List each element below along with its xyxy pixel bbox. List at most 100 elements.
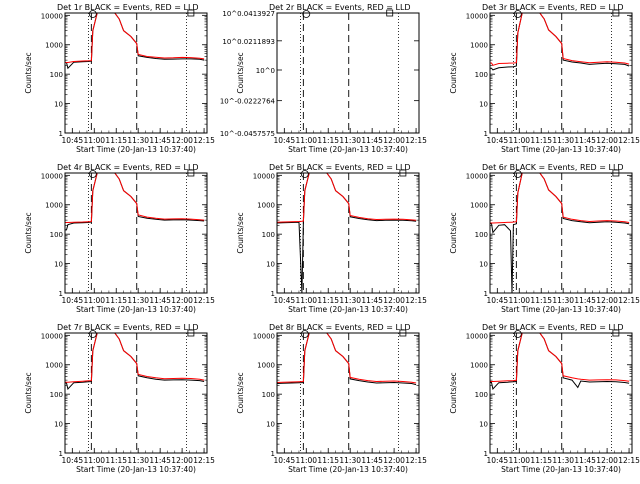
- y-tick-label: 10^-0.0457575: [220, 130, 275, 138]
- x-tick-label: 11:45: [574, 456, 596, 465]
- plot-frame: [64, 172, 208, 294]
- events-series-line: [490, 173, 630, 293]
- plot-frame: [276, 332, 420, 454]
- y-tick-label: 1000: [470, 202, 488, 210]
- x-tick-label: 12:15: [405, 456, 427, 465]
- y-tick-label: 1000: [470, 362, 488, 370]
- plot-frame: [64, 12, 208, 134]
- y-tick-label: 10000: [253, 332, 275, 340]
- x-tick-label: 11:30: [127, 136, 149, 145]
- x-axis-label: Start Time (20-Jan-13 10:37:40): [288, 305, 408, 314]
- y-axis-label: Counts/sec: [449, 372, 458, 413]
- x-tick-label: 11:15: [317, 136, 339, 145]
- y-tick-label: 10: [479, 421, 488, 429]
- x-axis-label: Start Time (20-Jan-13 10:37:40): [288, 465, 408, 474]
- x-tick-label: 11:45: [574, 296, 596, 305]
- x-tick-label: 11:00: [295, 456, 317, 465]
- lld-series-line: [490, 13, 630, 66]
- x-tick-label: 11:45: [149, 296, 171, 305]
- y-tick-label: 10: [54, 101, 63, 109]
- plot-title: Det 4r BLACK = Events, RED = LLD: [57, 163, 199, 172]
- events-series-line: [277, 333, 417, 386]
- circle-marker: [300, 330, 309, 338]
- x-tick-label: 11:00: [83, 456, 105, 465]
- y-tick-label: 10: [266, 261, 275, 269]
- lld-series-line: [65, 333, 205, 383]
- x-tick-label: 11:15: [105, 456, 127, 465]
- x-tick-label: 11:00: [295, 296, 317, 305]
- x-tick-label: 11:00: [295, 136, 317, 145]
- plot-title: Det 3r BLACK = Events, RED = LLD: [482, 3, 624, 12]
- x-tick-label: 12:00: [596, 456, 618, 465]
- y-tick-label: 10000: [466, 172, 488, 180]
- x-tick-label: 12:00: [383, 296, 405, 305]
- x-tick-label: 12:15: [618, 136, 640, 145]
- x-tick-label: 10:45: [62, 296, 84, 305]
- x-tick-label: 10:45: [487, 296, 509, 305]
- x-tick-label: 11:15: [105, 136, 127, 145]
- x-tick-label: 11:00: [83, 136, 105, 145]
- plot-title: Det 5r BLACK = Events, RED = LLD: [269, 163, 411, 172]
- plot-frame: [489, 332, 633, 454]
- lld-series-line: [65, 13, 205, 63]
- series-group: [65, 333, 205, 391]
- x-tick-label: 12:00: [171, 296, 193, 305]
- y-tick-label: 1000: [470, 42, 488, 50]
- x-tick-label: 11:45: [361, 296, 383, 305]
- x-tick-label: 11:30: [339, 136, 361, 145]
- y-axis-label: Counts/sec: [24, 52, 33, 93]
- series-group: [490, 333, 630, 391]
- lld-series-line: [490, 333, 630, 382]
- x-tick-label: 12:00: [171, 456, 193, 465]
- series-group: [65, 13, 205, 70]
- y-tick-label: 100: [475, 231, 488, 239]
- x-tick-label: 10:45: [274, 136, 296, 145]
- series-group: [65, 173, 205, 231]
- x-tick-label: 12:15: [193, 456, 215, 465]
- circle-marker: [513, 170, 522, 178]
- y-tick-label: 1: [484, 450, 488, 458]
- plot-panel: Det 7r BLACK = Events, RED = LLD 1 10 100 10…: [24, 323, 215, 474]
- y-tick-label: 10000: [466, 332, 488, 340]
- circle-marker: [88, 170, 97, 178]
- y-tick-label: 1000: [45, 42, 63, 50]
- x-tick-label: 10:45: [487, 456, 509, 465]
- circle-marker: [302, 10, 311, 18]
- y-tick-label: 100: [262, 231, 275, 239]
- plot-title: Det 2r BLACK = Events, RED = LLD: [269, 3, 411, 12]
- y-axis-label: Counts/sec: [449, 212, 458, 253]
- lld-series-line: [490, 173, 630, 224]
- events-series-line: [277, 173, 417, 293]
- y-tick-label: 1: [59, 130, 63, 138]
- plot-title: Det 8r BLACK = Events, RED = LLD: [269, 323, 411, 332]
- y-tick-label: 10: [266, 421, 275, 429]
- y-tick-label: 100: [50, 231, 63, 239]
- plot-frame: [489, 172, 633, 294]
- x-tick-label: 11:30: [552, 136, 574, 145]
- y-tick-label: 10^0: [256, 67, 275, 75]
- x-tick-label: 10:45: [62, 136, 84, 145]
- plot-panel: Det 5r BLACK = Events, RED = LLD 1 10 100 10…: [236, 163, 427, 314]
- x-tick-label: 12:15: [405, 296, 427, 305]
- x-axis-label: Start Time (20-Jan-13 10:37:40): [501, 465, 621, 474]
- y-tick-label: 100: [475, 391, 488, 399]
- x-tick-label: 11:15: [530, 456, 552, 465]
- x-tick-label: 11:30: [552, 456, 574, 465]
- circle-marker: [513, 330, 522, 338]
- plot-title: Det 7r BLACK = Events, RED = LLD: [57, 323, 199, 332]
- plot-title: Det 9r BLACK = Events, RED = LLD: [482, 323, 624, 332]
- x-tick-label: 12:15: [618, 456, 640, 465]
- x-tick-label: 11:30: [339, 456, 361, 465]
- y-tick-label: 1000: [257, 362, 275, 370]
- y-tick-label: 1: [59, 290, 63, 298]
- lld-series-line: [65, 173, 205, 223]
- x-tick-label: 10:45: [487, 136, 509, 145]
- x-axis-label: Start Time (20-Jan-13 10:37:40): [76, 305, 196, 314]
- x-tick-label: 11:30: [127, 296, 149, 305]
- x-tick-label: 12:00: [383, 136, 405, 145]
- y-tick-label: 10: [54, 261, 63, 269]
- y-tick-label: 10000: [41, 12, 63, 20]
- plot-panel: Det 8r BLACK = Events, RED = LLD 1 10 100 10…: [236, 323, 427, 474]
- y-axis-label: Counts/sec: [449, 52, 458, 93]
